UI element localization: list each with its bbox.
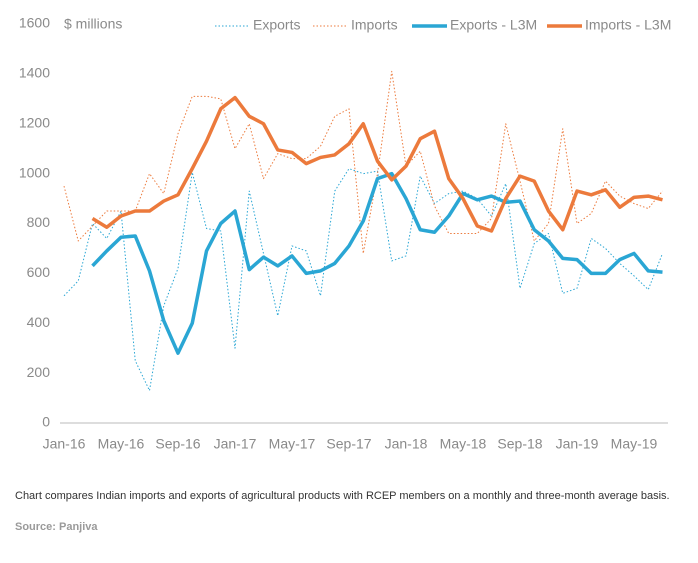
legend-label: Exports - L3M — [450, 17, 537, 33]
x-tick-label: Sep-16 — [155, 436, 200, 452]
y-tick-label: 0 — [42, 414, 50, 430]
y-tick-label: 400 — [27, 314, 51, 330]
x-tick-label: May-17 — [269, 436, 316, 452]
x-tick-label: Jan-19 — [556, 436, 599, 452]
legend-label: Exports — [253, 17, 300, 33]
chart: $ millions 0 200 400 600 800 1000 1200 1400 1600… — [19, 15, 672, 452]
y-tick-label: 1200 — [19, 114, 50, 130]
average-line — [91, 95, 663, 233]
x-tick-label: May-19 — [611, 436, 658, 452]
x-tick-label: Jan-18 — [385, 436, 428, 452]
average-line — [91, 171, 663, 355]
y-tick-label: 800 — [27, 214, 51, 230]
y-axis-unit: $ millions — [64, 16, 122, 32]
y-tick-label: 1400 — [19, 65, 50, 81]
x-tick-label: Jan-17 — [214, 436, 257, 452]
x-tick-label: Sep-18 — [497, 436, 542, 452]
caption: Chart compares Indian imports and export… — [15, 490, 670, 502]
legend-label: Imports — [351, 17, 398, 33]
y-tick-label: 600 — [27, 264, 51, 280]
legend-label: Imports - L3M — [585, 17, 671, 33]
x-tick-label: May-18 — [440, 436, 487, 452]
x-tick-label: May-16 — [98, 436, 145, 452]
y-tick-label: 200 — [27, 364, 51, 380]
x-tick-label: Sep-17 — [326, 436, 371, 452]
dotted-line — [63, 70, 663, 254]
source: Source: Panjiva — [15, 521, 98, 533]
y-tick-label: 1600 — [19, 15, 50, 31]
x-tick-label: Jan-16 — [43, 436, 86, 452]
y-tick-label: 1000 — [19, 164, 50, 180]
